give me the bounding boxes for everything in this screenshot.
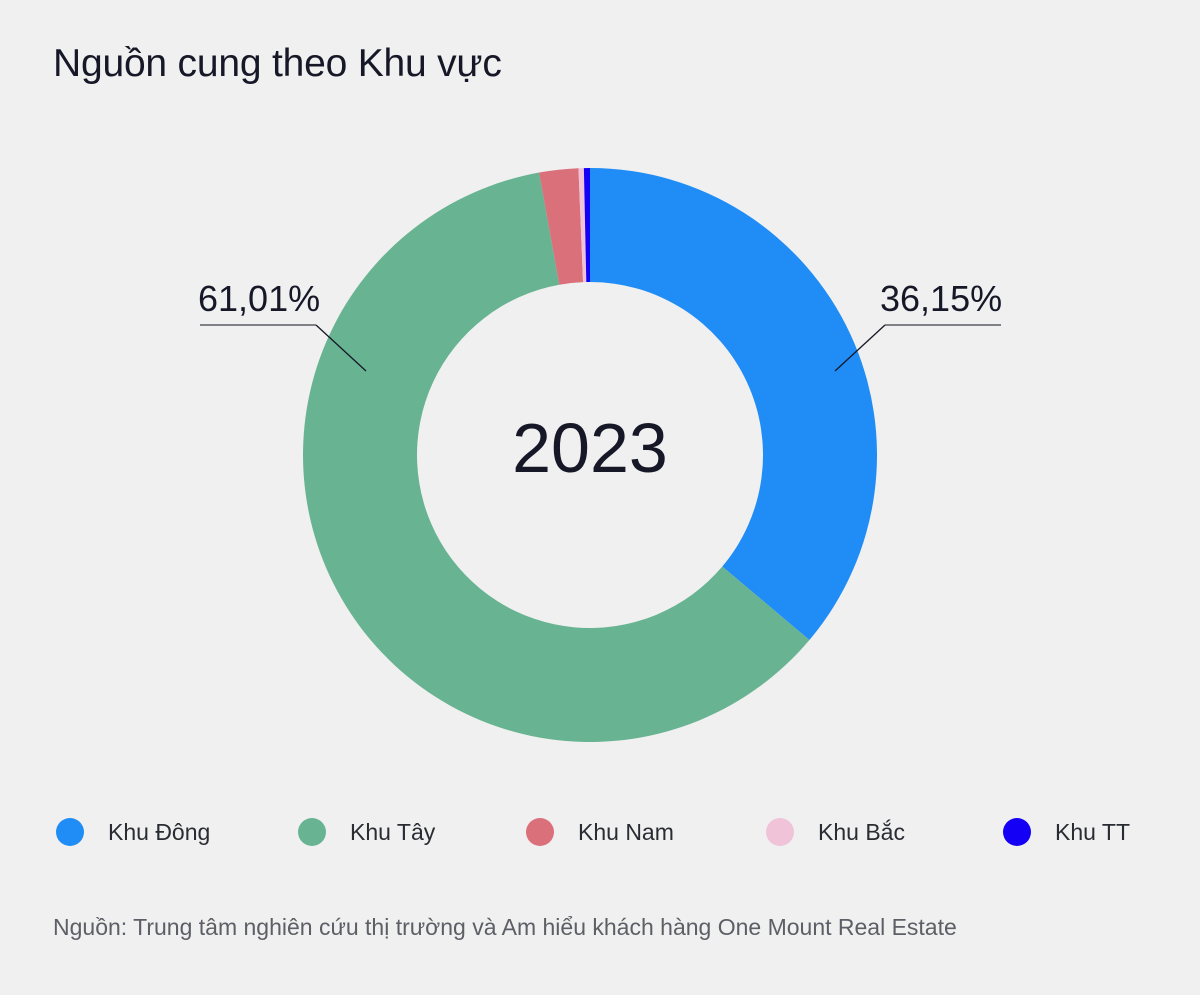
donut-slice-khu-tây xyxy=(303,172,810,742)
data-label-khu-dong: 36,15% xyxy=(880,278,1003,319)
donut-slices xyxy=(303,168,877,742)
legend-dot-icon xyxy=(56,818,84,846)
legend-item-khu-tay[interactable]: Khu Tây xyxy=(298,812,435,852)
legend-item-khu-bac[interactable]: Khu Bắc xyxy=(766,812,905,852)
donut-slice-khu-đông xyxy=(590,168,877,641)
legend-dot-icon xyxy=(766,818,794,846)
leader-line-left xyxy=(200,324,367,372)
legend-label: Khu Bắc xyxy=(818,818,905,845)
legend-label: Khu TT xyxy=(1055,818,1130,845)
donut-center-year: 2023 xyxy=(512,409,668,487)
legend-label: Khu Tây xyxy=(350,818,436,845)
legend-item-khu-nam[interactable]: Khu Nam xyxy=(526,812,674,852)
legend-label: Khu Nam xyxy=(578,818,674,845)
legend-item-khu-dong[interactable]: Khu Đông xyxy=(56,812,210,852)
chart-title: Nguồn cung theo Khu vực xyxy=(53,42,502,85)
source-note: Nguồn: Trung tâm nghiên cứu thị trường v… xyxy=(53,914,957,940)
legend-dot-icon xyxy=(298,818,326,846)
legend-label: Khu Đông xyxy=(108,818,211,845)
donut-slice-khu-tt xyxy=(583,168,590,283)
donut-slice-khu-bắc xyxy=(578,168,587,283)
leader-line-right xyxy=(834,324,1001,372)
legend-dot-icon xyxy=(526,818,554,846)
chart-legend: Khu Đông Khu Tây Khu Nam Khu Bắc Khu TT xyxy=(0,812,1200,852)
data-label-khu-tay: 61,01% xyxy=(198,278,321,319)
legend-dot-icon xyxy=(1003,818,1031,846)
donut-slice-khu-nam xyxy=(539,168,584,285)
legend-item-khu-tt[interactable]: Khu TT xyxy=(1003,812,1130,852)
